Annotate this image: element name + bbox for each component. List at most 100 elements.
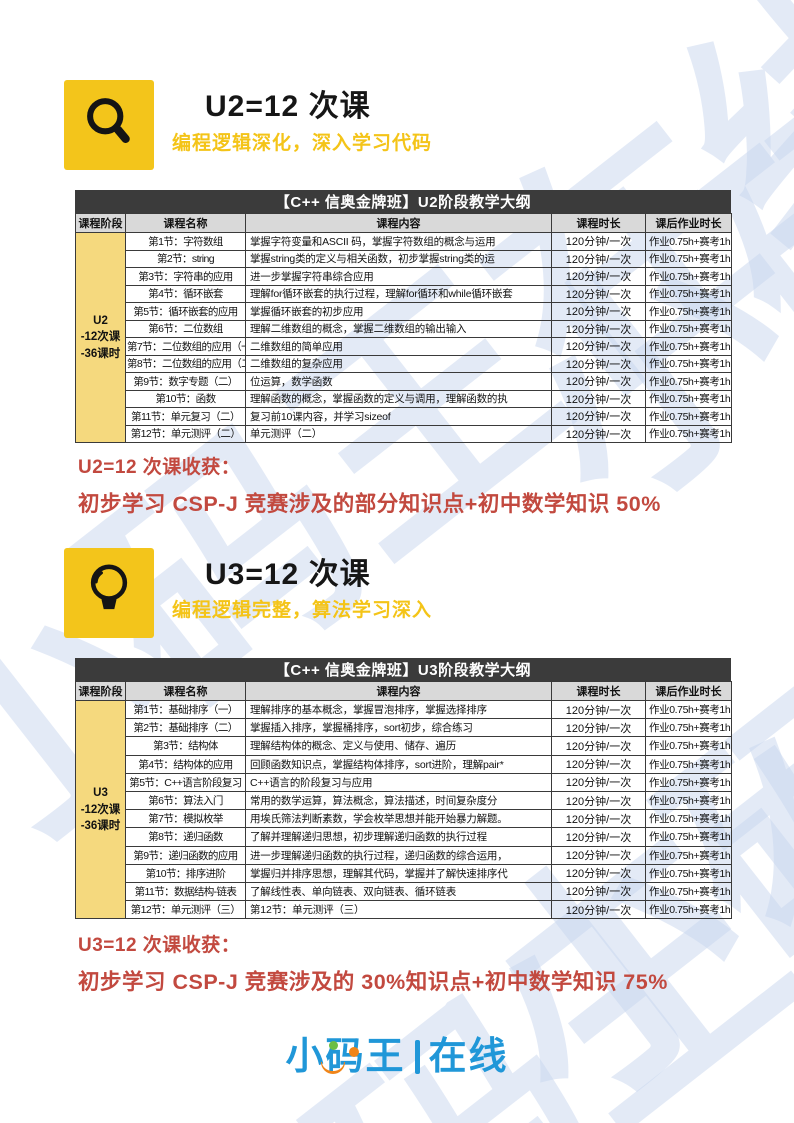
cell-name: 第10节：排序进阶 bbox=[125, 863, 246, 883]
cell-duration: 120分钟/一次 bbox=[551, 754, 646, 774]
logo-orange-dot bbox=[349, 1047, 360, 1057]
section-u3-subtitle: 编程逻辑完整，算法学习深入 bbox=[172, 600, 433, 621]
course-row: U3 -12次课 -36课时 第1节：基础排序（一） 理解排序的基本概念，掌握冒泡排序，… bbox=[75, 699, 732, 920]
u2-summary: U2=12 次课收获： 初步学习 CSP-J 竞赛涉及的部分知识点+初中数学知识… bbox=[78, 452, 661, 518]
cell-homework: 作业0.75h+赛考1h bbox=[645, 900, 732, 920]
course-row: 第8节：二位数组的应用（二）二维数组的复杂应用120分钟/一次作业0.75h+赛… bbox=[76, 354, 732, 373]
cell-content: 掌握string类的定义与相关函数，初步掌握string类的运 bbox=[245, 249, 552, 268]
cell-homework: 作业0.75h+赛考1h bbox=[645, 881, 732, 902]
cell-content: 掌握插入排序，掌握桶排序，sort初步，综合练习 bbox=[245, 718, 552, 738]
cell-duration: 120分钟/一次 bbox=[551, 809, 646, 829]
cell-homework: 作业0.75h+赛考1h bbox=[645, 790, 732, 811]
cell-homework: 作业0.75h+赛考1h bbox=[645, 407, 732, 426]
u3-summary-body: 初步学习 CSP-J 竞赛涉及的 30%知识点+初中数学知识 75% bbox=[78, 970, 668, 994]
col-header-content: 课程内容 bbox=[245, 213, 552, 233]
col-header-stage: 课程阶段 bbox=[75, 681, 126, 701]
cell-duration: 120分钟/一次 bbox=[551, 284, 646, 303]
cell-name: 第7节：二位数组的应用（一） bbox=[125, 337, 246, 356]
u3-table-header-row: 课程阶段 课程名称 课程内容 课程时长 课后作业时长 bbox=[75, 681, 732, 701]
section-u2-title: U2=12 次课 bbox=[205, 90, 371, 123]
logo-green-dot bbox=[329, 1041, 339, 1050]
magnifier-icon bbox=[75, 89, 143, 162]
cell-duration: 120分钟/一次 bbox=[551, 827, 646, 847]
cell-name: 第5节：C++语言阶段复习 bbox=[125, 772, 246, 792]
cell-duration: 120分钟/一次 bbox=[551, 319, 646, 338]
course-row: 第12节：单元测评（二） 单元测评（二） 120分钟/一次 作业0.75h+赛考1h bbox=[76, 424, 732, 443]
col-header-duration: 课程时长 bbox=[551, 213, 646, 233]
u3-outline-table: 【C++ 信奥金牌班】U3阶段教学大纲 课程阶段 课程名称 课程内容 课程时长 … bbox=[75, 658, 732, 920]
logo-divider-bar bbox=[414, 1040, 420, 1074]
cell-homework: 作业0.75h+赛考1h bbox=[645, 267, 732, 286]
col-header-name: 课程名称 bbox=[125, 681, 246, 701]
u2-summary-body: 初步学习 CSP-J 竞赛涉及的部分知识点+初中数学知识 50% bbox=[78, 492, 661, 516]
cell-duration: 120分钟/一次 bbox=[551, 389, 646, 408]
cell-duration: 120分钟/一次 bbox=[551, 407, 646, 426]
cell-name: 第3节：结构体 bbox=[125, 736, 246, 756]
cell-duration: 120分钟/一次 bbox=[551, 232, 646, 251]
cell-homework: 作业0.75h+赛考1h bbox=[645, 845, 732, 865]
cell-duration: 120分钟/一次 bbox=[551, 267, 646, 286]
course-row: 第3节：结构体 理解结构体的概念、定义与使用、储存、遍历 120分钟/一次 作业0.7… bbox=[76, 736, 732, 756]
cell-homework: 作业0.75h+赛考1h bbox=[645, 284, 732, 303]
cell-content: 位运算，数学函数 bbox=[245, 372, 552, 391]
cell-homework: 作业0.75h+赛考1h bbox=[645, 302, 732, 321]
cell-name: 第1节：字符数组 bbox=[125, 232, 246, 251]
cell-content: 理解排序的基本概念，掌握冒泡排序，掌握选择排序 bbox=[245, 699, 552, 720]
cell-name: 第6节：二位数组 bbox=[125, 319, 246, 338]
course-row: 第3节：字符串的应用 进一步掌握字符串综合应用 120分钟/一次 作业0.75h+赛考… bbox=[76, 267, 732, 286]
course-row: 第8节：递归函数 了解并理解递归思想，初步理解递归函数的执行过程 120分钟/一次作… bbox=[76, 827, 732, 847]
section-u3-icon-box bbox=[64, 548, 154, 638]
u3-summary-title: U3=12 次课收获： bbox=[78, 935, 241, 956]
cell-duration: 120分钟/一次 bbox=[551, 718, 646, 738]
cell-homework: 作业0.75h+赛考1h bbox=[645, 232, 732, 251]
cell-homework: 作业0.75h+赛考1h bbox=[645, 754, 732, 774]
course-row: U2 -12次课 -36课时 第1节：字符数组 掌握字符变量和ASCII 码，掌握字符数… bbox=[75, 232, 732, 443]
cell-homework: 作业0.75h+赛考1h bbox=[645, 863, 732, 883]
cell-homework: 作业0.75h+赛考1h bbox=[645, 354, 732, 373]
cell-content: 常用的数学运算，算法概念，算法描述，时间复杂度分 bbox=[245, 790, 552, 811]
course-row: 第11节：单元复习（二） 复习前10课内容，并学习sizeof 120分钟/一次 作业… bbox=[76, 407, 732, 426]
course-row: 第2节：string 掌握string类的定义与相关函数，初步掌握string类的… bbox=[76, 249, 732, 268]
course-row: 第5节：循环嵌套的应用 掌握循环嵌套的初步应用 120分钟/一次 作业0.75h+赛考… bbox=[76, 302, 732, 321]
col-header-homework: 课后作业时长 bbox=[645, 213, 732, 233]
cell-duration: 120分钟/一次 bbox=[551, 337, 646, 356]
logo-suffix-text: 在线 bbox=[428, 1036, 509, 1078]
u2-summary-title: U2=12 次课收获： bbox=[78, 457, 241, 478]
course-row: 第2节：基础排序（二） 掌握插入排序，掌握桶排序，sort初步，综合练习 120分钟… bbox=[76, 718, 732, 738]
cell-name: 第3节：字符串的应用 bbox=[125, 267, 246, 286]
cell-homework: 作业0.75h+赛考1h bbox=[645, 337, 732, 356]
u3-summary: U3=12 次课收获： 初步学习 CSP-J 竞赛涉及的 30%知识点+初中数学… bbox=[78, 930, 668, 996]
course-row: 第7节：模拟枚举 用埃氏筛法判断素数，学会枚举思想并能开始暴力解题。 120分钟/一… bbox=[76, 809, 732, 829]
cell-name: 第8节：二位数组的应用（二） bbox=[125, 354, 246, 373]
cell-duration: 120分钟/一次 bbox=[551, 249, 646, 268]
stage-cell: U2 -12次课 -36课时 bbox=[75, 232, 126, 443]
cell-name: 第2节：string bbox=[125, 249, 246, 268]
cell-duration: 120分钟/一次 bbox=[551, 772, 646, 792]
course-row: 第4节：循环嵌套 理解for循环嵌套的执行过程，理解for循环和while循环嵌套… bbox=[76, 284, 732, 303]
cell-name: 第5节：循环嵌套的应用 bbox=[125, 302, 246, 321]
course-row: 第10节：函数 理解函数的概念，掌握函数的定义与调用，理解函数的执 120分钟/一次… bbox=[76, 389, 732, 408]
cell-duration: 120分钟/一次 bbox=[551, 354, 646, 373]
cell-duration: 120分钟/一次 bbox=[551, 845, 646, 865]
cell-name: 第6节：算法入门 bbox=[125, 790, 246, 811]
cell-name: 第7节：模拟枚举 bbox=[125, 809, 246, 829]
cell-duration: 120分钟/一次 bbox=[551, 900, 646, 920]
cell-content: 掌握字符变量和ASCII 码，掌握字符数组的概念与运用 bbox=[245, 232, 552, 251]
cell-content: 进一步掌握字符串综合应用 bbox=[245, 267, 552, 286]
cell-content: 用埃氏筛法判断素数，学会枚举思想并能开始暴力解题。 bbox=[245, 809, 552, 829]
cell-homework: 作业0.75h+赛考1h bbox=[645, 718, 732, 738]
cell-homework: 作业0.75h+赛考1h bbox=[645, 319, 732, 338]
cell-content: 第12节：单元测评（三） bbox=[245, 900, 552, 920]
cell-content: 理解结构体的概念、定义与使用、储存、遍历 bbox=[245, 736, 552, 756]
cell-content: 理解二维数组的概念，掌握二维数组的输出输入 bbox=[245, 319, 552, 338]
cell-name: 第4节：循环嵌套 bbox=[125, 284, 246, 303]
course-row: 第4节：结构体的应用 回顾函数知识点，掌握结构体排序，sort进阶，理解pair*… bbox=[76, 754, 732, 774]
col-header-content: 课程内容 bbox=[245, 681, 552, 701]
cell-duration: 120分钟/一次 bbox=[551, 372, 646, 391]
cell-homework: 作业0.75h+赛考1h bbox=[645, 372, 732, 391]
cell-name: 第9节：递归函数的应用 bbox=[125, 845, 246, 865]
course-row: 第11节：数据结构-链表 了解线性表、单向链表、双向链表、循环链表 120分钟/一次… bbox=[76, 881, 732, 902]
cell-content: 复习前10课内容，并学习sizeof bbox=[245, 407, 552, 426]
cell-content: 了解并理解递归思想，初步理解递归函数的执行过程 bbox=[245, 827, 552, 847]
cell-duration: 120分钟/一次 bbox=[551, 863, 646, 883]
